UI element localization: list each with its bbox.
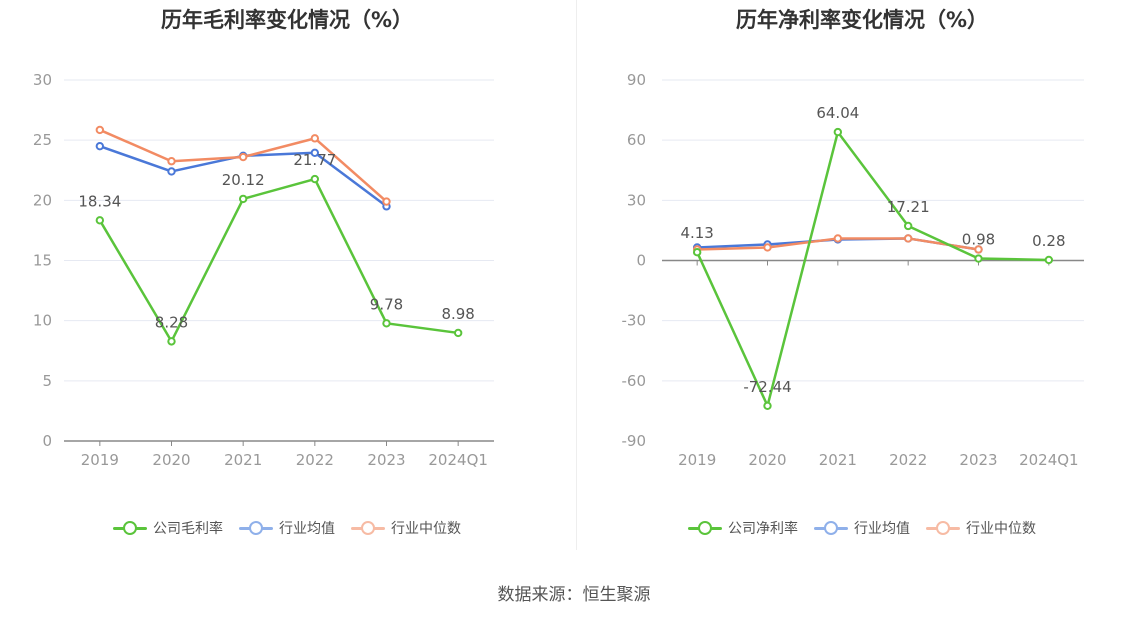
legend-label: 公司毛利率 bbox=[153, 521, 223, 537]
legend-item-industry-median[interactable]: 行业中位数 bbox=[926, 518, 1036, 538]
legend-swatch-blue-icon bbox=[239, 519, 273, 537]
data-point[interactable] bbox=[167, 167, 176, 176]
legend-item-industry-average[interactable]: 行业均值 bbox=[814, 518, 910, 538]
legend-label: 公司净利率 bbox=[728, 521, 798, 537]
legend-label: 行业均值 bbox=[854, 521, 910, 537]
data-label: 18.34 bbox=[78, 192, 121, 210]
legend-item-company-net-margin[interactable]: 公司净利率 bbox=[688, 518, 798, 538]
series-line-0 bbox=[696, 130, 1049, 408]
x-tick-label: 2023 bbox=[959, 451, 997, 469]
x-tick-label: 2020 bbox=[152, 451, 190, 469]
data-point[interactable] bbox=[833, 234, 843, 243]
y-tick-label: 15 bbox=[33, 252, 52, 270]
x-tick-label: 2019 bbox=[81, 451, 119, 469]
y-tick-label: -30 bbox=[622, 312, 647, 330]
x-tick-label: 2024Q1 bbox=[428, 451, 488, 469]
data-point[interactable] bbox=[903, 234, 913, 243]
y-tick-label: 25 bbox=[33, 131, 52, 149]
data-point[interactable] bbox=[692, 248, 702, 257]
legend-item-industry-median[interactable]: 行业中位数 bbox=[351, 518, 461, 538]
series-line-0 bbox=[98, 177, 459, 343]
net-margin-chart: -90 -60 -30 0 30 60 90 2019 2020 2021 2022 2023 2024… bbox=[622, 71, 1084, 469]
y-tick-label: 30 bbox=[33, 71, 52, 89]
y-tick-label: 60 bbox=[627, 131, 646, 149]
data-label: 0.98 bbox=[962, 231, 995, 249]
legend-swatch-green-icon bbox=[688, 519, 722, 537]
net-margin-panel: 历年净利率变化情况（%） -90 -60 -30 0 30 60 90 2019 2020 202… bbox=[576, 0, 1148, 560]
data-point[interactable] bbox=[238, 194, 248, 204]
data-point[interactable] bbox=[974, 245, 983, 254]
data-label: 20.12 bbox=[222, 171, 265, 189]
y-tick-label: 0 bbox=[636, 252, 646, 270]
data-label: 9.78 bbox=[370, 295, 403, 313]
data-point[interactable] bbox=[833, 127, 843, 137]
data-point[interactable] bbox=[382, 319, 391, 328]
gross-margin-chart: 0 5 10 15 20 25 30 2019 2020 2021 2022 2023 2024Q1 18… bbox=[33, 71, 494, 469]
data-label: 21.77 bbox=[293, 151, 336, 169]
data-point[interactable] bbox=[167, 337, 176, 346]
legend-label: 行业均值 bbox=[279, 521, 335, 537]
x-tick-label: 2019 bbox=[678, 451, 716, 469]
x-tick-label: 2020 bbox=[748, 451, 786, 469]
data-point[interactable] bbox=[238, 152, 248, 162]
legend-swatch-orange-icon bbox=[926, 519, 960, 537]
data-point[interactable] bbox=[763, 401, 772, 410]
y-tick-label: 10 bbox=[33, 312, 52, 330]
legend-item-company-gross-margin[interactable]: 公司毛利率 bbox=[113, 518, 223, 538]
y-tick-label: 5 bbox=[42, 372, 52, 390]
data-point[interactable] bbox=[453, 328, 463, 338]
data-point[interactable] bbox=[95, 216, 105, 225]
y-tick-label: 90 bbox=[627, 71, 646, 89]
data-point[interactable] bbox=[763, 243, 772, 252]
data-label: 4.13 bbox=[680, 224, 713, 242]
data-point[interactable] bbox=[95, 125, 105, 135]
legend-label: 行业中位数 bbox=[966, 521, 1036, 537]
y-tick-label: 20 bbox=[33, 191, 52, 209]
data-point[interactable] bbox=[974, 254, 983, 263]
data-point[interactable] bbox=[310, 134, 320, 143]
x-tick-label: 2021 bbox=[819, 451, 857, 469]
legend-swatch-orange-icon bbox=[351, 519, 385, 537]
data-label: 64.04 bbox=[816, 104, 859, 122]
x-tick-label: 2024Q1 bbox=[1019, 451, 1079, 469]
data-point[interactable] bbox=[167, 157, 176, 166]
legend-item-industry-average[interactable]: 行业均值 bbox=[239, 518, 335, 538]
data-point[interactable] bbox=[310, 174, 320, 184]
legend-label: 行业中位数 bbox=[391, 521, 461, 537]
net-margin-chart-title: 历年净利率变化情况（%） bbox=[735, 8, 989, 32]
data-point[interactable] bbox=[310, 148, 320, 158]
x-tick-label: 2021 bbox=[224, 451, 262, 469]
data-point[interactable] bbox=[903, 221, 913, 231]
data-label: 8.98 bbox=[441, 305, 474, 323]
x-tick-label: 2023 bbox=[367, 451, 405, 469]
panel-divider bbox=[576, 0, 577, 550]
data-point[interactable] bbox=[1044, 255, 1054, 265]
data-label: 17.21 bbox=[887, 198, 930, 216]
data-label: 0.28 bbox=[1032, 232, 1065, 250]
series-line-2 bbox=[99, 128, 388, 203]
y-tick-label: -60 bbox=[622, 372, 647, 390]
net-margin-legend: 公司净利率 行业均值 行业中位数 bbox=[576, 518, 1148, 538]
data-label: -72.44 bbox=[743, 378, 791, 396]
legend-swatch-blue-icon bbox=[814, 519, 848, 537]
data-source-note: 数据来源：恒生聚源 bbox=[497, 585, 651, 605]
data-label: 8.28 bbox=[155, 313, 188, 331]
x-tick-label: 2022 bbox=[296, 451, 334, 469]
data-point[interactable] bbox=[95, 141, 105, 151]
y-tick-label: -90 bbox=[622, 432, 647, 450]
y-tick-label: 0 bbox=[42, 432, 52, 450]
x-tick-label: 2022 bbox=[889, 451, 927, 469]
legend-swatch-green-icon bbox=[113, 519, 147, 537]
gross-margin-panel: 历年毛利率变化情况（%） 0 5 10 15 20 25 30 2019 2020 2021 202… bbox=[0, 0, 574, 560]
gross-margin-chart-title: 历年毛利率变化情况（%） bbox=[160, 8, 414, 32]
gross-margin-legend: 公司毛利率 行业均值 行业中位数 bbox=[0, 518, 574, 538]
data-point[interactable] bbox=[382, 197, 391, 206]
y-tick-label: 30 bbox=[627, 191, 646, 209]
